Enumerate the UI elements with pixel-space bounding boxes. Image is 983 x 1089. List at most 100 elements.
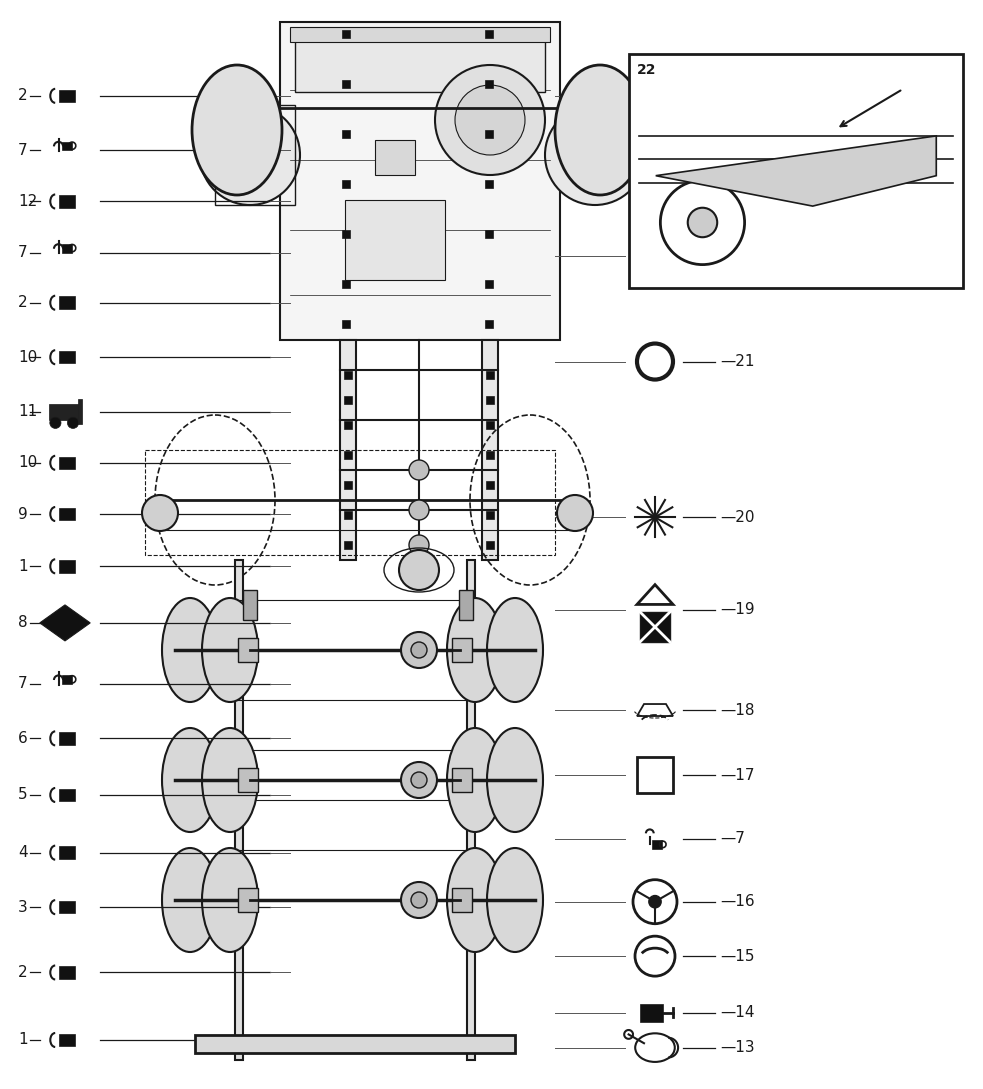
Bar: [59, 456, 75, 469]
Text: —15: —15: [720, 949, 755, 964]
Text: —13: —13: [720, 1040, 755, 1055]
Circle shape: [399, 550, 439, 590]
Circle shape: [142, 495, 178, 531]
Bar: [653, 257, 662, 267]
Bar: [452, 638, 472, 662]
Ellipse shape: [447, 848, 503, 952]
Ellipse shape: [192, 65, 282, 195]
Circle shape: [409, 460, 429, 480]
Circle shape: [50, 417, 61, 428]
Text: —14: —14: [720, 1005, 755, 1020]
Bar: [215, 105, 295, 205]
Bar: [344, 396, 352, 404]
Text: —17: —17: [720, 768, 755, 783]
Bar: [486, 421, 494, 429]
Circle shape: [200, 105, 300, 205]
Bar: [486, 481, 494, 489]
Ellipse shape: [162, 729, 218, 832]
Circle shape: [637, 343, 673, 380]
Circle shape: [411, 643, 427, 658]
Bar: [238, 768, 258, 792]
Text: —18: —18: [720, 702, 755, 718]
Ellipse shape: [162, 848, 218, 952]
Bar: [344, 511, 352, 519]
Bar: [243, 590, 257, 620]
Bar: [482, 340, 498, 560]
Bar: [452, 888, 472, 911]
Circle shape: [661, 181, 744, 265]
Bar: [78, 399, 82, 425]
Bar: [59, 89, 75, 102]
Bar: [280, 22, 560, 340]
Circle shape: [411, 892, 427, 908]
Bar: [295, 32, 545, 91]
Bar: [238, 888, 258, 911]
Text: 22: 22: [637, 63, 657, 77]
Bar: [344, 371, 352, 379]
Bar: [452, 768, 472, 792]
Circle shape: [401, 882, 437, 918]
Bar: [640, 1004, 663, 1021]
Text: 10: 10: [18, 350, 37, 365]
Bar: [59, 788, 75, 802]
Bar: [59, 195, 75, 208]
Bar: [653, 840, 662, 849]
Bar: [59, 732, 75, 745]
Bar: [59, 1033, 75, 1047]
Ellipse shape: [487, 729, 543, 832]
Bar: [486, 451, 494, 458]
Ellipse shape: [202, 598, 258, 702]
Bar: [375, 140, 415, 175]
Bar: [62, 244, 72, 253]
Bar: [342, 320, 350, 328]
Bar: [485, 320, 493, 328]
Ellipse shape: [162, 598, 218, 702]
Bar: [345, 200, 445, 280]
Ellipse shape: [487, 598, 543, 702]
Ellipse shape: [555, 65, 645, 195]
Bar: [59, 846, 75, 859]
Bar: [485, 130, 493, 138]
Text: 9: 9: [18, 506, 28, 522]
Text: —16: —16: [720, 894, 755, 909]
Bar: [344, 481, 352, 489]
Text: —21: —21: [720, 88, 755, 103]
Text: —7: —7: [720, 248, 745, 264]
Bar: [59, 296, 75, 309]
Bar: [486, 371, 494, 379]
Text: 7: 7: [18, 676, 28, 692]
Text: 2: 2: [18, 295, 28, 310]
Ellipse shape: [447, 598, 503, 702]
Bar: [485, 79, 493, 88]
Text: 11: 11: [18, 404, 37, 419]
Bar: [59, 507, 75, 521]
Bar: [485, 230, 493, 238]
Bar: [235, 560, 243, 1060]
Text: 12: 12: [18, 194, 37, 209]
Bar: [486, 541, 494, 549]
Polygon shape: [656, 136, 936, 206]
Bar: [49, 404, 78, 419]
Bar: [340, 340, 356, 560]
Circle shape: [649, 895, 662, 908]
Text: 3: 3: [18, 900, 28, 915]
Bar: [485, 280, 493, 287]
Bar: [62, 142, 72, 150]
Bar: [344, 451, 352, 458]
Bar: [59, 560, 75, 573]
Text: 1: 1: [18, 1032, 28, 1048]
Circle shape: [637, 77, 673, 114]
Bar: [59, 351, 75, 364]
Circle shape: [545, 105, 645, 205]
Bar: [637, 757, 673, 794]
Bar: [145, 450, 555, 555]
Text: —19: —19: [720, 602, 755, 617]
Text: 4: 4: [18, 845, 28, 860]
Circle shape: [409, 535, 429, 555]
Text: 2: 2: [18, 965, 28, 980]
Bar: [342, 180, 350, 188]
Circle shape: [401, 762, 437, 798]
Ellipse shape: [202, 848, 258, 952]
Circle shape: [435, 65, 545, 175]
Bar: [59, 901, 75, 914]
